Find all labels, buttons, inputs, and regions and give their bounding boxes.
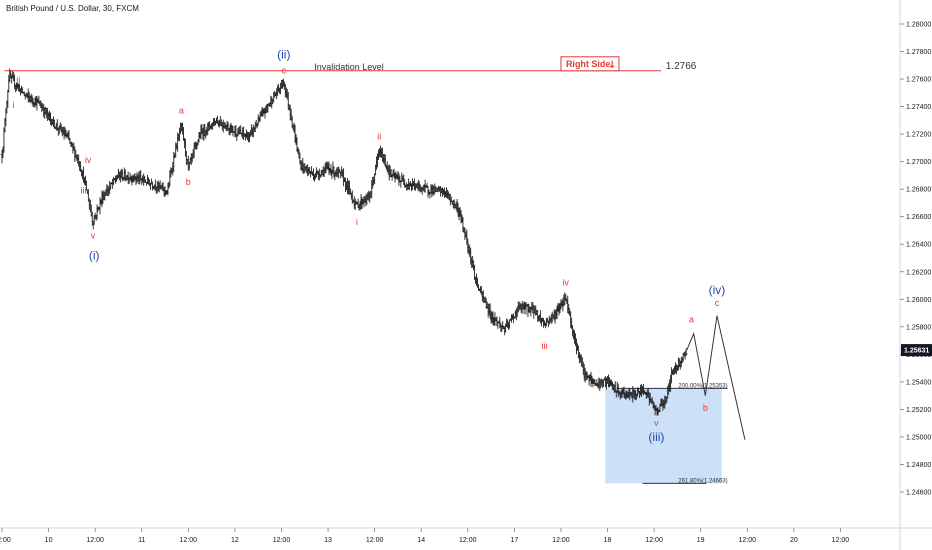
time-axis[interactable]: 12:00 10 12:00 11 12:00 12 12:00 13 12:00 14 12:00… — [0, 528, 849, 544]
x-tick-label: 20 — [790, 537, 798, 544]
candles — [0, 68, 688, 416]
x-tick-label: 13 — [324, 537, 332, 544]
x-tick-label: 12:00 — [832, 537, 850, 544]
y-tick-label: 1.26000 — [906, 297, 931, 304]
wave-label: iv — [562, 278, 569, 288]
wave-label: iii — [542, 341, 548, 351]
wave-label: i — [13, 100, 15, 110]
x-tick-label: 12:00 — [552, 537, 570, 544]
fib-261-label: 261.80%(1.24663) — [678, 478, 727, 484]
x-tick-label: 12:00 — [180, 537, 198, 544]
y-tick-label: 1.27400 — [906, 104, 931, 111]
y-tick-label: 1.24600 — [906, 490, 931, 497]
wave-label: i — [356, 217, 358, 227]
y-tick-label: 1.26600 — [906, 214, 931, 221]
y-tick-label: 1.27200 — [906, 132, 931, 139]
wave-label: ii — [16, 75, 20, 85]
x-tick-label: 12:00 — [86, 537, 104, 544]
wave-label: iv — [85, 155, 92, 165]
y-tick-label: 1.25400 — [906, 379, 931, 386]
x-tick-label: 17 — [510, 537, 518, 544]
wave-label: v — [654, 418, 659, 428]
last-price-label: 1.25631 — [904, 348, 929, 355]
y-tick-label: 1.24800 — [906, 462, 931, 469]
chart-title: British Pound / U.S. Dollar, 30, FXCM — [6, 4, 139, 13]
fib-200-label: 200.00%(1.25353) — [678, 383, 727, 389]
y-tick-label: 1.26800 — [906, 187, 931, 194]
right-side-callout: Right Side ↓ — [560, 56, 620, 72]
x-tick-label: 12 — [231, 537, 239, 544]
y-tick-label: 1.26400 — [906, 242, 931, 249]
wave-label: c — [282, 66, 287, 76]
last-price-box — [901, 344, 932, 357]
down-arrow-icon: ↓ — [608, 60, 616, 71]
right-side-text: Right Side — [566, 59, 611, 69]
wave-label: (iv) — [709, 283, 726, 297]
y-tick-label: 1.28000 — [906, 22, 931, 29]
x-tick-label: 11 — [138, 537, 145, 544]
x-tick-label: 10 — [45, 537, 53, 544]
x-tick-label: 19 — [697, 537, 705, 544]
y-tick-label: 1.25000 — [906, 434, 931, 441]
price-axis[interactable]: 1.24600 1.24800 1.25000 1.25200 1.25400 1.256… — [900, 22, 931, 497]
wave-label: b — [186, 177, 191, 187]
x-tick-label: 12:00 — [645, 537, 663, 544]
y-tick-label: 1.27800 — [906, 49, 931, 56]
invalidation-value: 1.2766 — [666, 61, 697, 72]
wave-label: (iii) — [648, 430, 664, 444]
x-tick-label: 14 — [417, 537, 425, 544]
y-tick-label: 1.26200 — [906, 269, 931, 276]
x-tick-label: 12:00 — [738, 537, 756, 544]
wave-label: c — [715, 298, 720, 308]
wave-iv-projection — [686, 315, 746, 440]
x-tick-label: 12:00 — [273, 537, 291, 544]
y-tick-label: 1.27600 — [906, 77, 931, 84]
wave-label: (i) — [89, 248, 100, 262]
y-tick-label: 1.25200 — [906, 407, 931, 414]
x-tick-label: 18 — [604, 537, 612, 544]
wave-label: v — [91, 231, 96, 241]
right-side-box — [560, 56, 620, 72]
wave-label: iii — [81, 185, 87, 195]
last-price-marker: 1.25631 — [901, 344, 932, 357]
y-tick-label: 1.25800 — [906, 324, 931, 331]
wave-label: b — [703, 403, 708, 413]
x-tick-label: 12:00 — [459, 537, 477, 544]
invalidation-label: Invalidation Level — [314, 62, 384, 72]
wave-label: ii — [377, 132, 381, 142]
wave-label: a — [689, 315, 694, 325]
wave-label: a — [179, 105, 184, 115]
wave-label: (ii) — [277, 47, 290, 61]
x-tick-label: 12:00 — [0, 537, 11, 544]
x-tick-label: 12:00 — [366, 537, 384, 544]
y-tick-label: 1.27000 — [906, 159, 931, 166]
plot-area[interactable] — [0, 0, 900, 528]
